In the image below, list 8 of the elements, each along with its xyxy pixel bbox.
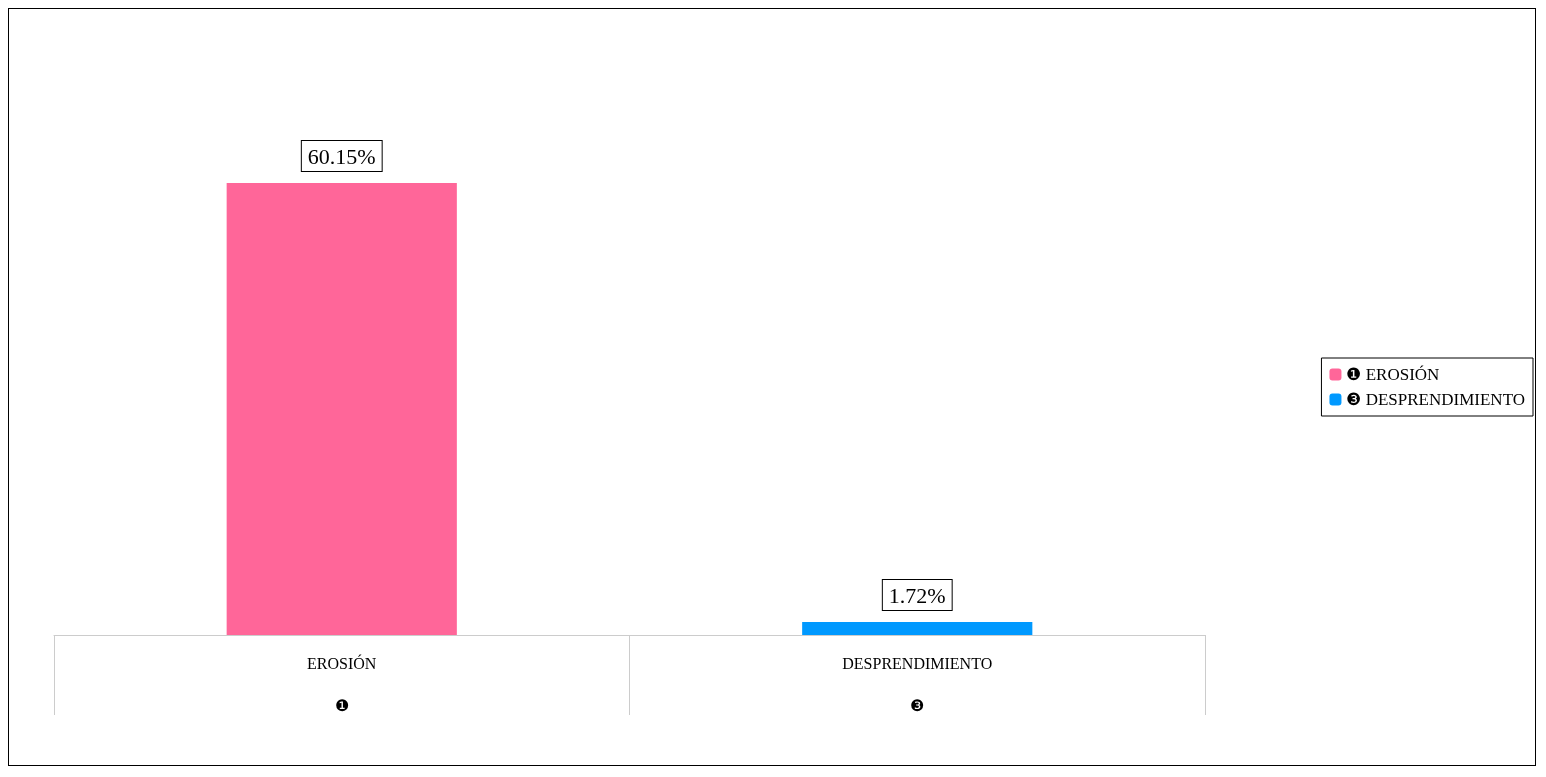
x-tick-label: EROSIÓN	[307, 653, 377, 672]
text: ❶	[334, 696, 349, 714]
legend-label: ❸ DESPRENDIMIENTO	[1346, 390, 1526, 409]
legend-label: ❶ EROSIÓN	[1346, 365, 1440, 384]
x-tick-label: DESPRENDIMIENTO	[842, 654, 993, 672]
text: ❸	[910, 696, 925, 714]
data-label: 1.72%	[888, 582, 946, 608]
data-label: 60.15%	[307, 143, 376, 169]
